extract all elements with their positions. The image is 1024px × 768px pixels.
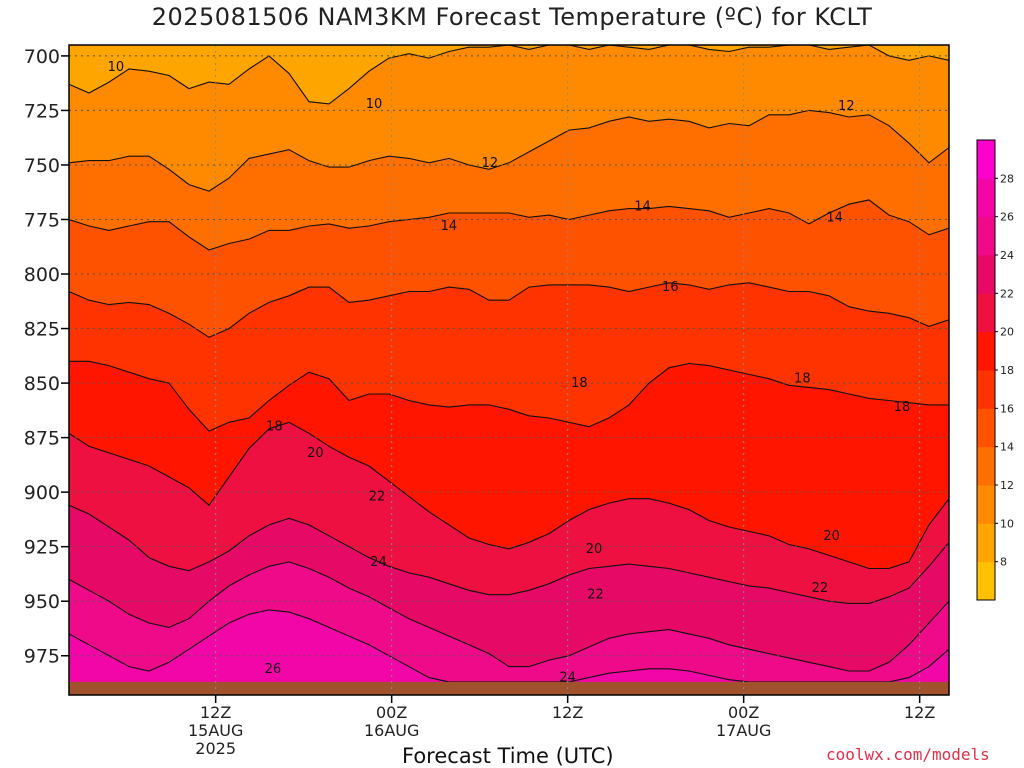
colorbar-label: 24	[1000, 249, 1014, 262]
source-credit: coolwx.com/models	[826, 745, 990, 764]
y-tick-label: 750	[24, 155, 60, 177]
colorbar-label: 12	[1000, 479, 1014, 492]
contour-label-14: 14	[441, 219, 458, 234]
colorbar-label: 28	[1000, 172, 1014, 185]
x-tick-label: 00Z	[728, 703, 759, 722]
colorbar-label: 20	[1000, 326, 1014, 339]
x-tick-label: 15AUG	[188, 721, 243, 740]
contour-label-24: 24	[559, 671, 576, 686]
colorbar-label: 16	[1000, 402, 1014, 415]
contour-label-18: 18	[571, 376, 588, 391]
colorbar-swatch	[977, 255, 995, 294]
colorbar-swatch	[977, 561, 995, 601]
contour-26	[69, 609, 949, 683]
band-10-12	[69, 45, 949, 192]
contour-18	[69, 360, 949, 432]
y-tick-label: 975	[24, 646, 60, 668]
band-24-26	[69, 561, 949, 682]
y-tick-label: 825	[24, 319, 60, 341]
contour-label-18: 18	[894, 400, 911, 415]
temperature-fill-bands	[69, 45, 949, 695]
y-tick-label: 875	[24, 428, 60, 450]
colorbar-legend: 8 10 12 14 16 18 20 22 24 26 28	[976, 139, 1014, 601]
contour-label-12: 12	[482, 156, 499, 171]
contour-label-14: 14	[826, 210, 843, 225]
y-tick-label: 700	[24, 46, 60, 68]
colorbar-label: 14	[1000, 441, 1014, 454]
y-tick-label: 800	[24, 264, 60, 286]
contour-label-18: 18	[794, 372, 811, 387]
band-22-24	[69, 505, 949, 671]
x-tick-label: 12Z	[200, 703, 231, 722]
colorbar-swatch	[977, 178, 995, 218]
contour-24	[69, 561, 949, 672]
colorbar-label: 10	[1000, 517, 1014, 530]
contour-label-22: 22	[812, 581, 829, 596]
colorbar-swatch	[977, 408, 995, 448]
colorbar-swatch	[977, 331, 995, 371]
ground-surface	[69, 681, 949, 695]
contour-label-22: 22	[369, 490, 386, 505]
contour-label-18: 18	[266, 420, 283, 435]
contour-label-10: 10	[108, 60, 125, 75]
x-tick-label: 16AUG	[364, 721, 419, 740]
plot-frame	[68, 44, 950, 696]
y-tick-label: 850	[24, 373, 60, 395]
y-tick-label: 925	[24, 537, 60, 559]
contour-22	[69, 504, 949, 604]
colorbar-swatch	[977, 140, 995, 179]
band-16-18	[69, 282, 949, 432]
contour-label-20: 20	[307, 446, 324, 461]
x-axis-title: Forecast Time (UTC)	[402, 744, 614, 768]
x-tick-label: 12Z	[904, 703, 935, 722]
band-18-20	[69, 361, 949, 569]
y-tick-label: 725	[24, 100, 60, 122]
grid-lines	[69, 45, 949, 695]
y-axis: 700 725 750 775 800 825 850 875 900 925 950 975	[24, 46, 69, 668]
contour-label-16: 16	[662, 280, 679, 295]
contour-label-22: 22	[587, 588, 604, 603]
colorbar-swatch	[977, 446, 995, 486]
contour-labels: 10 10 12 12 14 14 14 16 18 18 18 18 20 20 20 22 22 22 24 24…	[108, 60, 911, 686]
y-tick-label: 950	[24, 591, 60, 613]
contour-label-26: 26	[265, 662, 282, 677]
y-tick-label: 900	[24, 482, 60, 504]
colorbar-label: 22	[1000, 287, 1014, 300]
band-20-22	[69, 422, 949, 604]
contour-label-12: 12	[838, 99, 855, 114]
band-12-14	[69, 110, 949, 251]
colorbar-swatch	[977, 523, 995, 563]
x-tick-label: 00Z	[376, 703, 407, 722]
colorbar-swatch	[977, 216, 995, 256]
contour-label-10: 10	[366, 97, 383, 112]
contour-label-20: 20	[586, 542, 603, 557]
contour-label-24: 24	[370, 555, 387, 570]
x-tick-label: 17AUG	[716, 721, 771, 740]
colorbar-swatch	[977, 293, 995, 333]
colorbar-label: 8	[1000, 556, 1007, 569]
contour-12	[69, 109, 949, 192]
x-tick-label: 12Z	[552, 703, 583, 722]
contour-label-20: 20	[823, 529, 840, 544]
contour-14	[69, 199, 949, 251]
contour-label-14: 14	[634, 199, 651, 214]
chart-title: 2025081506 NAM3KM Forecast Temperature (…	[151, 3, 873, 31]
colorbar-swatch	[977, 370, 995, 409]
x-tick-label: 2025	[195, 739, 236, 758]
band-8-10	[69, 45, 949, 104]
band-14-16	[69, 199, 949, 338]
colorbar-swatch	[977, 485, 995, 524]
colorbar-label: 18	[1000, 364, 1014, 377]
colorbar-label: 26	[1000, 211, 1014, 224]
y-tick-label: 775	[24, 209, 60, 231]
